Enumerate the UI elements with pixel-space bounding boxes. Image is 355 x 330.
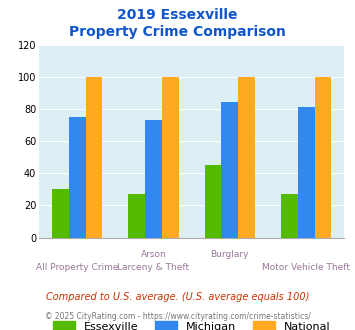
- Text: Burglary: Burglary: [211, 250, 249, 259]
- Bar: [222, 102, 238, 238]
- Bar: [281, 194, 298, 238]
- Bar: [52, 189, 69, 238]
- Bar: [315, 77, 331, 238]
- Bar: [238, 77, 255, 238]
- Text: Motor Vehicle Theft: Motor Vehicle Theft: [262, 263, 350, 272]
- Text: Larceny & Theft: Larceny & Theft: [118, 263, 190, 272]
- Text: Property Crime Comparison: Property Crime Comparison: [69, 25, 286, 39]
- Legend: Essexville, Michigan, National: Essexville, Michigan, National: [48, 316, 335, 330]
- Text: Arson: Arson: [141, 250, 166, 259]
- Bar: [145, 120, 162, 238]
- Bar: [86, 77, 102, 238]
- Text: Compared to U.S. average. (U.S. average equals 100): Compared to U.S. average. (U.S. average …: [46, 292, 309, 302]
- Bar: [205, 165, 222, 238]
- Bar: [298, 107, 315, 238]
- Bar: [129, 194, 145, 238]
- Bar: [69, 117, 86, 238]
- Text: © 2025 CityRating.com - https://www.cityrating.com/crime-statistics/: © 2025 CityRating.com - https://www.city…: [45, 312, 310, 321]
- Text: 2019 Essexville: 2019 Essexville: [117, 8, 238, 22]
- Bar: [162, 77, 179, 238]
- Text: All Property Crime: All Property Crime: [36, 263, 119, 272]
